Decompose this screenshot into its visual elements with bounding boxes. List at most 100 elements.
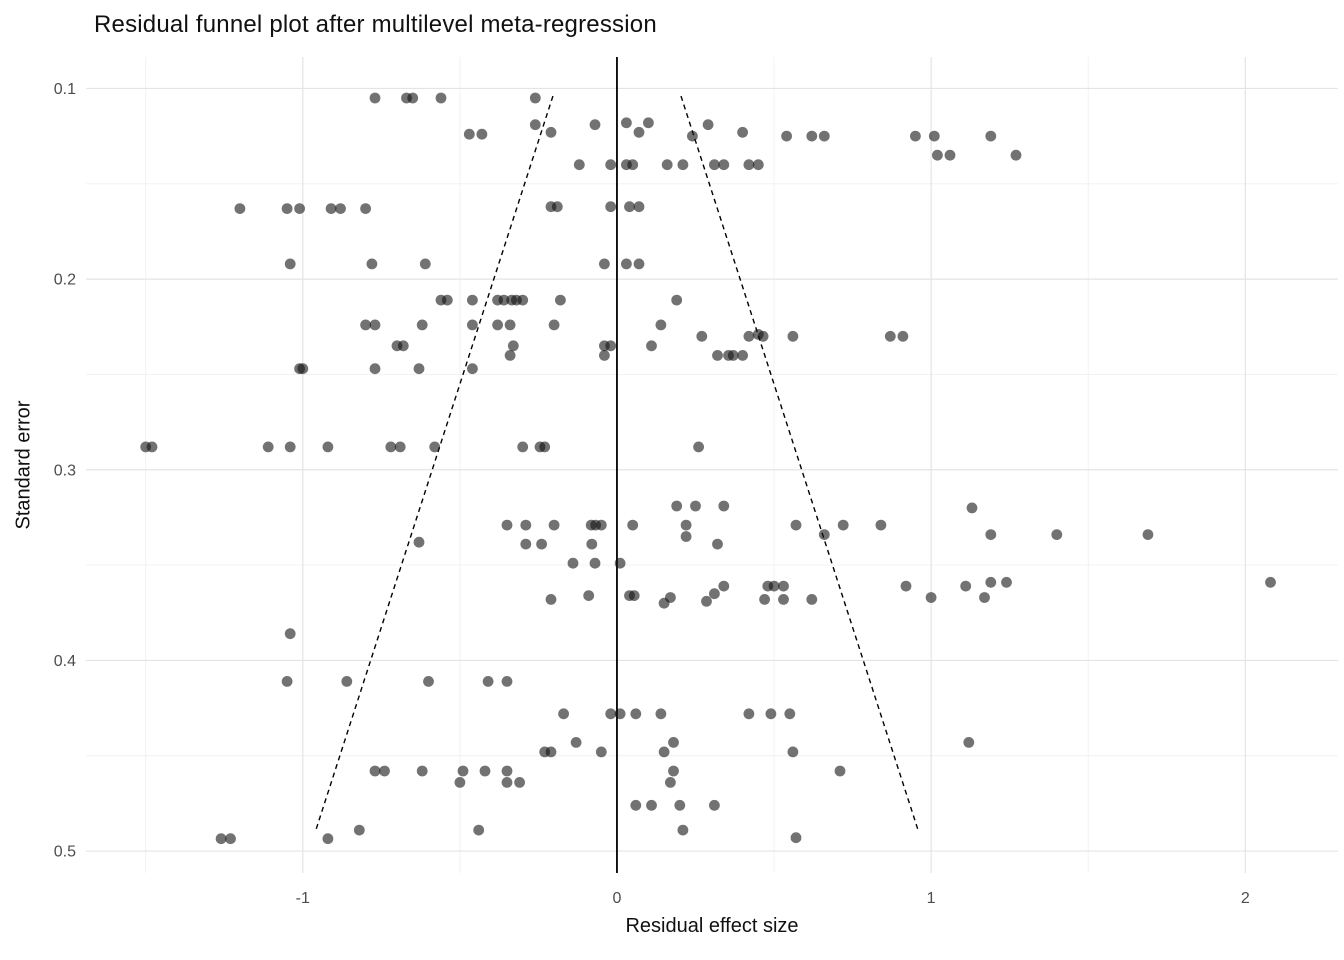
data-point	[627, 159, 639, 171]
data-point	[573, 159, 585, 171]
data-point	[985, 529, 997, 540]
data-point	[501, 777, 513, 788]
data-point	[473, 824, 485, 836]
data-point	[701, 595, 712, 607]
data-point	[536, 538, 547, 550]
data-point	[369, 92, 381, 104]
data-point	[369, 319, 381, 331]
data-point	[900, 580, 912, 592]
data-point	[1001, 576, 1012, 588]
data-point	[407, 92, 419, 104]
data-point	[737, 126, 748, 138]
data-point	[718, 159, 730, 171]
data-point	[589, 119, 601, 131]
data-point	[778, 594, 789, 605]
y-tick-labels: 0.1 0.2 0.3 0.4 0.5	[54, 81, 76, 861]
y-tick-label: 0.2	[54, 272, 76, 289]
data-point	[709, 799, 720, 811]
data-point	[501, 676, 513, 687]
data-point	[281, 203, 293, 215]
data-point	[369, 765, 381, 777]
data-point	[818, 529, 830, 540]
data-point	[325, 203, 337, 215]
data-point	[665, 592, 676, 603]
data-point	[463, 128, 475, 140]
data-point	[498, 294, 510, 306]
data-point	[925, 592, 937, 603]
data-point	[501, 519, 513, 531]
data-point	[696, 330, 708, 342]
data-point	[360, 203, 371, 215]
data-point	[284, 628, 296, 640]
data-point	[727, 350, 739, 361]
data-point	[215, 833, 227, 845]
data-point	[621, 258, 632, 270]
data-point	[504, 319, 516, 331]
data-point	[1142, 529, 1154, 540]
data-point	[570, 737, 582, 748]
data-point	[646, 340, 657, 352]
data-point	[752, 159, 764, 171]
data-point	[621, 117, 632, 129]
data-point	[284, 441, 296, 453]
data-point	[677, 824, 689, 836]
data-point	[517, 441, 529, 453]
data-point	[467, 319, 478, 331]
data-point	[416, 319, 428, 331]
data-point	[492, 319, 503, 331]
data-point	[680, 531, 692, 542]
data-point	[655, 708, 667, 720]
data-point	[614, 557, 626, 569]
data-point	[595, 746, 607, 758]
data-point	[787, 330, 799, 342]
data-point	[674, 799, 686, 811]
data-point	[709, 159, 720, 171]
data-point	[768, 580, 780, 592]
data-point	[702, 119, 714, 131]
data-point	[668, 737, 679, 748]
data-point	[284, 258, 296, 270]
data-point	[551, 201, 563, 213]
data-point	[712, 350, 723, 361]
y-tick-label: 0.4	[54, 653, 76, 670]
data-point	[630, 708, 642, 720]
data-point	[979, 592, 990, 603]
data-point	[335, 203, 346, 215]
data-point	[875, 519, 887, 531]
data-point	[225, 833, 236, 845]
data-point	[605, 708, 617, 720]
data-point	[897, 330, 909, 342]
data-point	[514, 777, 525, 788]
data-point	[281, 676, 293, 687]
data-point	[910, 130, 921, 142]
data-point	[784, 708, 796, 720]
data-point	[928, 130, 940, 142]
funnel-line-right	[680, 95, 920, 833]
data-point	[781, 130, 792, 142]
major-gridlines	[86, 57, 1338, 873]
data-point	[778, 580, 789, 592]
data-point	[599, 350, 610, 361]
data-point	[737, 350, 748, 361]
data-point	[479, 765, 491, 777]
data-point	[633, 258, 645, 270]
data-point	[884, 330, 896, 342]
data-point	[655, 319, 667, 331]
data-point	[429, 441, 441, 453]
data-point	[834, 765, 846, 777]
data-point	[665, 777, 676, 788]
data-point	[454, 777, 466, 788]
data-point	[1265, 576, 1276, 588]
data-point	[413, 536, 425, 548]
data-point	[966, 502, 978, 514]
data-point	[294, 203, 305, 215]
y-tick-label: 0.5	[54, 844, 76, 861]
data-point	[341, 676, 353, 687]
data-point	[757, 330, 769, 342]
data-point	[718, 500, 730, 512]
x-tick-label: 0	[613, 890, 622, 907]
data-point	[545, 746, 557, 758]
data-point	[633, 201, 645, 213]
